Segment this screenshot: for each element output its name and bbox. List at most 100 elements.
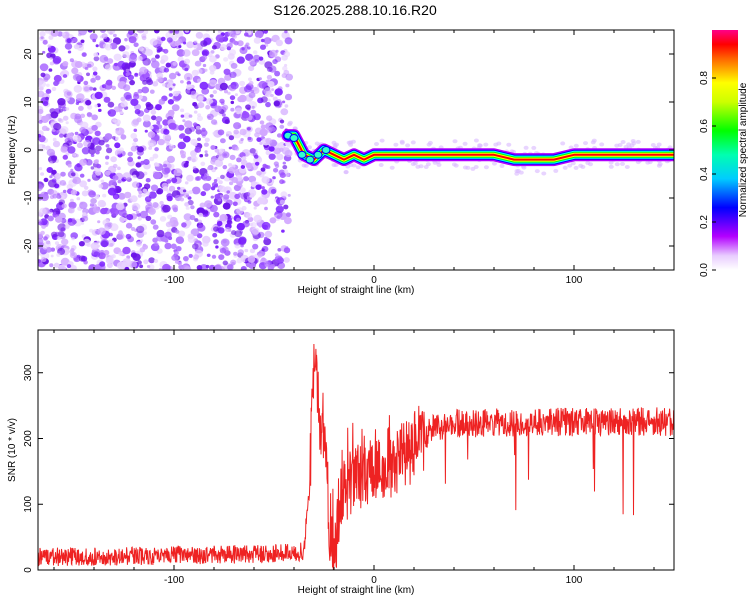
noise-dot xyxy=(202,55,208,60)
noise-dot xyxy=(228,163,233,167)
noise-dot xyxy=(79,173,85,178)
noise-dot xyxy=(229,71,237,79)
noise-dot xyxy=(251,227,260,235)
noise-dot xyxy=(52,193,58,199)
noise-dot xyxy=(155,54,160,59)
noise-dot xyxy=(230,62,238,69)
noise-dot xyxy=(187,199,194,206)
noise-dot xyxy=(40,193,49,202)
noise-dot xyxy=(74,163,83,172)
noise-dot xyxy=(265,150,271,156)
noise-dot xyxy=(239,80,246,87)
noise-dot xyxy=(149,156,155,162)
noise-dot xyxy=(209,79,218,87)
noise-dot xyxy=(105,256,114,264)
noise-dot xyxy=(81,52,87,57)
noise-dot xyxy=(248,77,252,82)
noise-dot xyxy=(133,93,140,100)
ridge-halo-dot xyxy=(350,139,356,144)
noise-dot xyxy=(164,231,172,239)
noise-dot xyxy=(254,59,259,63)
noise-dot xyxy=(79,201,88,210)
noise-dot xyxy=(98,184,104,189)
noise-dot xyxy=(159,200,164,205)
ridge-halo-dot xyxy=(477,143,483,148)
ridge-halo-dot xyxy=(534,169,540,174)
noise-dot xyxy=(38,133,42,138)
noise-dot xyxy=(110,208,119,217)
noise-dot xyxy=(105,144,110,148)
noise-dot xyxy=(150,184,159,192)
noise-dot xyxy=(197,224,206,232)
noise-dot xyxy=(276,133,282,138)
noise-dot xyxy=(283,169,289,174)
noise-dot xyxy=(234,107,243,115)
noise-dot xyxy=(239,187,246,193)
noise-dot xyxy=(180,114,185,118)
noise-dot xyxy=(95,145,102,152)
noise-dot xyxy=(217,129,225,136)
ridge-halo-dot xyxy=(650,143,656,147)
noise-dot xyxy=(40,97,49,105)
noise-dot xyxy=(213,211,220,218)
noise-dot xyxy=(73,44,80,50)
noise-dot xyxy=(188,253,193,258)
ridge-halo-dot xyxy=(412,161,418,166)
noise-dot xyxy=(204,153,209,157)
noise-dot xyxy=(266,66,273,72)
noise-dot xyxy=(206,113,214,121)
noise-dot xyxy=(192,243,199,250)
noise-dot xyxy=(227,91,231,95)
noise-dot xyxy=(241,47,245,51)
noise-dot xyxy=(60,171,66,177)
noise-dot xyxy=(93,52,99,57)
noise-dot xyxy=(284,37,293,45)
noise-dot xyxy=(166,179,172,184)
noise-dot xyxy=(137,55,143,61)
noise-dot xyxy=(182,49,191,57)
noise-dot xyxy=(222,104,229,111)
noise-dot xyxy=(118,251,124,257)
noise-dot xyxy=(190,155,198,163)
noise-dot xyxy=(204,150,208,154)
noise-dot xyxy=(269,217,277,224)
noise-dot xyxy=(38,211,42,217)
noise-dot xyxy=(66,38,72,44)
noise-dot xyxy=(71,237,75,241)
noise-dot xyxy=(93,56,100,62)
noise-dot xyxy=(49,61,55,66)
noise-dot xyxy=(253,214,262,223)
ridge-halo-dot xyxy=(399,140,405,145)
noise-dot xyxy=(54,241,60,246)
noise-dot xyxy=(234,93,238,97)
ridge-halo-dot xyxy=(287,120,293,125)
noise-dot xyxy=(152,81,159,87)
noise-dot xyxy=(115,202,125,211)
noise-dot xyxy=(170,243,177,250)
noise-dots xyxy=(38,30,294,270)
noise-dot xyxy=(211,119,218,125)
noise-dot xyxy=(42,39,48,45)
noise-dot xyxy=(162,186,169,192)
noise-dot xyxy=(112,37,122,45)
ridge-halo-dot xyxy=(583,141,588,146)
noise-dot xyxy=(159,216,167,222)
noise-dot xyxy=(284,30,288,34)
noise-dot xyxy=(150,109,157,115)
noise-dot xyxy=(167,155,175,163)
noise-dot xyxy=(215,245,219,249)
noise-dot xyxy=(255,184,262,190)
noise-dot xyxy=(38,108,44,115)
noise-dot xyxy=(237,249,244,256)
noise-dot xyxy=(179,133,186,139)
noise-dot xyxy=(95,44,99,48)
noise-dot xyxy=(247,255,256,263)
noise-dot xyxy=(230,107,235,112)
noise-dot xyxy=(107,187,117,196)
noise-dot xyxy=(145,101,152,108)
noise-dot xyxy=(114,129,121,135)
spectrogram-x-label: Height of straight line (km) xyxy=(298,285,415,296)
noise-dot xyxy=(257,253,263,258)
noise-dot xyxy=(135,210,140,214)
noise-dot xyxy=(130,133,137,139)
